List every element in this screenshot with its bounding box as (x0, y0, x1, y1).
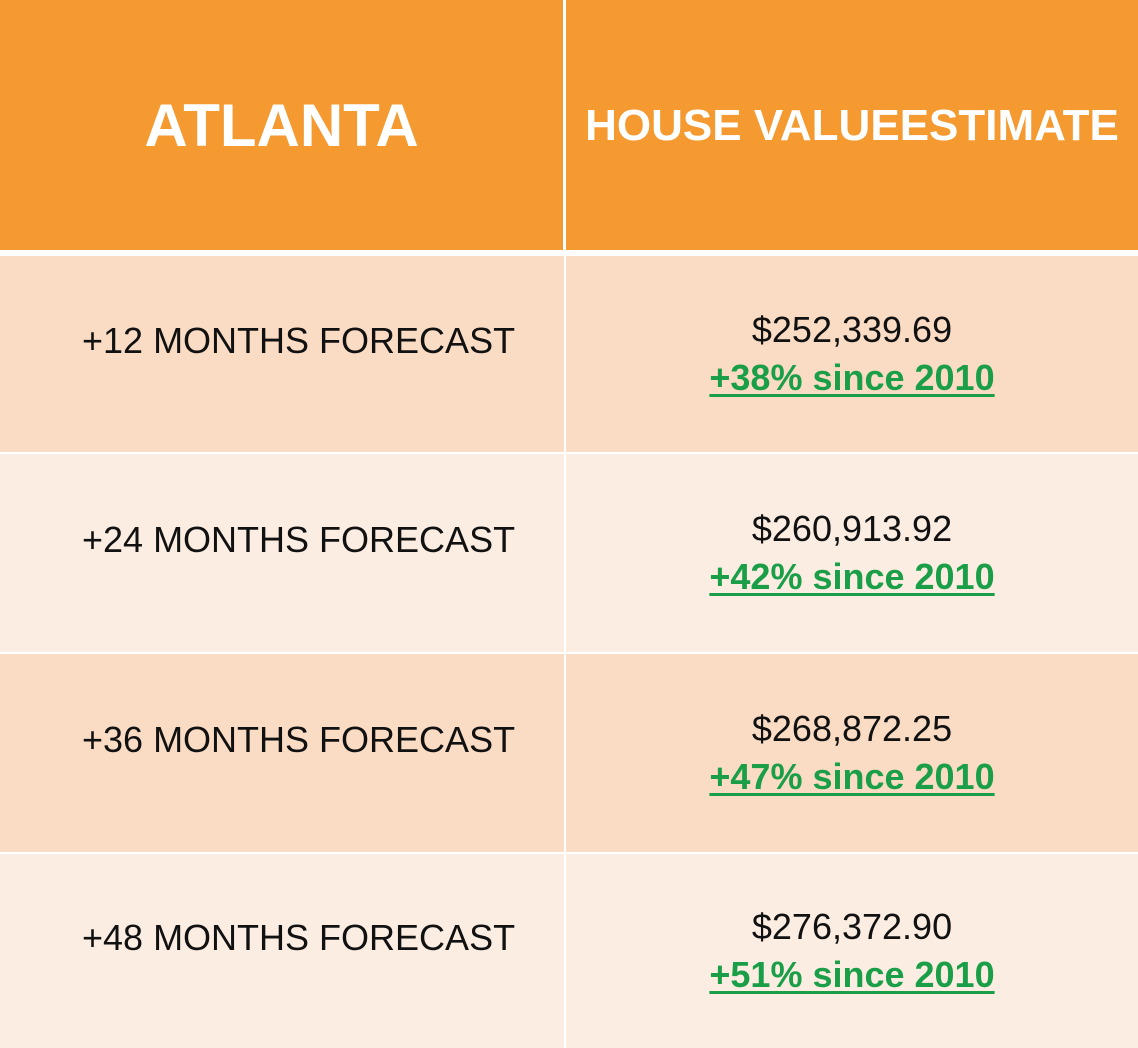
value-header: HOUSE VALUE ESTIMATE (566, 0, 1138, 250)
forecast-label: +36 MONTHS FORECAST (0, 654, 566, 852)
house-value: $276,372.90 (751, 906, 953, 947)
value-cell: $252,339.69 +38% since 2010 (566, 256, 1138, 452)
house-value: $268,872.25 (751, 708, 953, 749)
forecast-label: +48 MONTHS FORECAST (0, 854, 566, 1048)
change-link[interactable]: +51% since 2010 (709, 954, 995, 995)
change-link[interactable]: +47% since 2010 (709, 756, 995, 797)
table-row: +48 MONTHS FORECAST $276,372.90 +51% sin… (0, 854, 1138, 1048)
value-cell: $260,913.92 +42% since 2010 (566, 454, 1138, 652)
value-cell: $276,372.90 +51% since 2010 (566, 854, 1138, 1048)
city-header: ATLANTA (0, 0, 566, 250)
house-value: $260,913.92 (751, 508, 953, 549)
table-row: +12 MONTHS FORECAST $252,339.69 +38% sin… (0, 256, 1138, 454)
value-header-line1: HOUSE VALUE (585, 101, 900, 150)
header-divider (0, 250, 1138, 256)
value-cell: $268,872.25 +47% since 2010 (566, 654, 1138, 852)
table-row: +36 MONTHS FORECAST $268,872.25 +47% sin… (0, 654, 1138, 854)
table-body: +12 MONTHS FORECAST $252,339.69 +38% sin… (0, 256, 1138, 1048)
table-header: ATLANTA HOUSE VALUE ESTIMATE (0, 0, 1138, 250)
forecast-label: +12 MONTHS FORECAST (0, 256, 566, 452)
change-link[interactable]: +38% since 2010 (709, 357, 995, 398)
change-link[interactable]: +42% since 2010 (709, 556, 995, 597)
forecast-label: +24 MONTHS FORECAST (0, 454, 566, 652)
table-row: +24 MONTHS FORECAST $260,913.92 +42% sin… (0, 454, 1138, 654)
house-value: $252,339.69 (751, 309, 953, 350)
value-header-line2: ESTIMATE (899, 101, 1119, 150)
